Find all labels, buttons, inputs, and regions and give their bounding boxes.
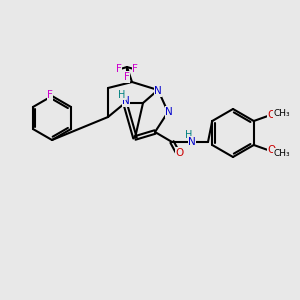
Text: F: F bbox=[124, 72, 130, 82]
Text: F: F bbox=[116, 64, 122, 74]
Text: O: O bbox=[268, 110, 276, 120]
Text: H: H bbox=[118, 90, 126, 100]
Text: N: N bbox=[154, 86, 162, 96]
Text: F: F bbox=[132, 64, 138, 74]
Text: F: F bbox=[47, 90, 53, 100]
Text: O: O bbox=[176, 148, 184, 158]
Text: O: O bbox=[268, 145, 276, 155]
Text: N: N bbox=[188, 137, 196, 147]
Text: N: N bbox=[165, 107, 173, 117]
Text: N: N bbox=[122, 96, 130, 106]
Text: H: H bbox=[185, 130, 193, 140]
Text: CH₃: CH₃ bbox=[274, 109, 290, 118]
Text: CH₃: CH₃ bbox=[274, 148, 290, 158]
